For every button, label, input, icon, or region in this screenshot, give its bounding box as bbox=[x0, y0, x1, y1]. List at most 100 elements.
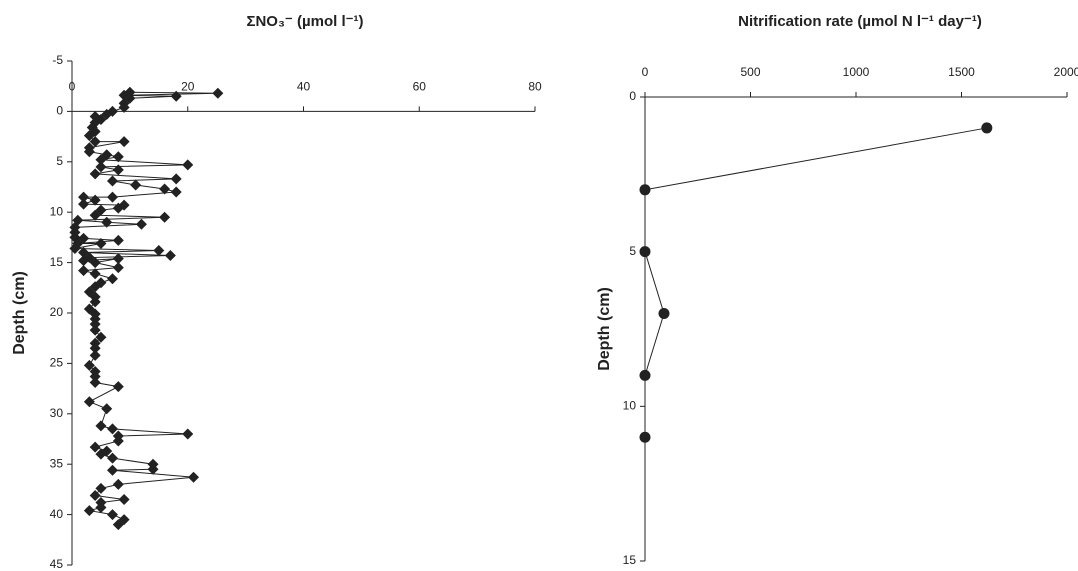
data-line bbox=[644, 127, 987, 438]
data-point bbox=[170, 186, 182, 198]
x-tick-label: 2000 bbox=[1054, 65, 1078, 79]
x-tick-label: 0 bbox=[642, 65, 649, 79]
y-tick-label: 10 bbox=[623, 399, 637, 413]
x-tick-label: 1000 bbox=[843, 65, 870, 79]
data-point bbox=[212, 87, 224, 99]
data-point bbox=[89, 441, 101, 453]
data-point bbox=[130, 179, 142, 191]
data-point bbox=[107, 273, 119, 285]
data-point bbox=[112, 519, 124, 531]
data-point bbox=[83, 146, 95, 158]
data-point bbox=[95, 448, 107, 460]
data-point bbox=[89, 377, 101, 389]
data-point bbox=[159, 183, 171, 195]
data-point bbox=[639, 246, 651, 258]
data-point bbox=[639, 184, 651, 196]
data-point bbox=[639, 431, 651, 443]
x-tick-label: 1500 bbox=[948, 65, 975, 79]
data-point bbox=[107, 191, 119, 203]
data-point bbox=[89, 257, 101, 269]
data-point bbox=[112, 253, 124, 265]
data-point bbox=[101, 216, 113, 228]
y-tick-label: 0 bbox=[629, 89, 636, 103]
data-point bbox=[95, 502, 107, 514]
data-point bbox=[89, 489, 101, 501]
data-point bbox=[89, 296, 101, 308]
y-tick-label: 10 bbox=[50, 204, 64, 218]
data-point bbox=[112, 202, 124, 214]
data-point bbox=[95, 154, 107, 166]
data-point bbox=[153, 245, 165, 257]
y-tick-label: -5 bbox=[52, 53, 63, 67]
data-point bbox=[95, 237, 107, 249]
data-point bbox=[89, 194, 101, 206]
y-tick-label: 35 bbox=[50, 456, 64, 470]
data-point bbox=[112, 435, 124, 447]
data-point bbox=[107, 423, 119, 435]
x-tick-label: 80 bbox=[528, 80, 542, 94]
chart-title: ΣNO₃⁻ (µmol l⁻¹) bbox=[246, 13, 363, 30]
data-point bbox=[78, 191, 90, 203]
x-tick-label: 0 bbox=[69, 80, 76, 94]
data-point bbox=[658, 308, 670, 320]
data-point bbox=[112, 381, 124, 393]
y-tick-label: 30 bbox=[50, 406, 64, 420]
data-point bbox=[118, 493, 130, 505]
data-point bbox=[118, 101, 130, 113]
data-point bbox=[89, 349, 101, 361]
x-tick-label: 60 bbox=[413, 80, 427, 94]
data-point bbox=[112, 478, 124, 490]
data-point bbox=[78, 265, 90, 277]
data-point bbox=[78, 198, 90, 210]
data-point bbox=[135, 218, 147, 230]
data-point bbox=[107, 464, 119, 476]
chart-title: Nitrification rate (µmol N l⁻¹ day⁻¹) bbox=[738, 13, 982, 30]
x-tick-label: 500 bbox=[740, 65, 760, 79]
data-point bbox=[170, 173, 182, 185]
data-point bbox=[118, 136, 130, 148]
data-point bbox=[107, 452, 119, 464]
y-tick-label: 0 bbox=[56, 104, 63, 118]
x-tick-label: 40 bbox=[297, 80, 311, 94]
data-point bbox=[182, 159, 194, 171]
data-point bbox=[188, 471, 200, 483]
data-point bbox=[83, 359, 95, 371]
data-line bbox=[74, 91, 218, 526]
data-point bbox=[89, 371, 101, 383]
data-point bbox=[112, 151, 124, 163]
data-point bbox=[112, 262, 124, 274]
data-point bbox=[78, 255, 90, 267]
y-tick-label: 15 bbox=[623, 553, 637, 567]
data-point bbox=[112, 164, 124, 176]
y-tick-label: 5 bbox=[56, 154, 63, 168]
data-point bbox=[164, 250, 176, 262]
data-point bbox=[981, 122, 993, 134]
data-point bbox=[95, 482, 107, 494]
data-point bbox=[89, 136, 101, 148]
data-point bbox=[89, 268, 101, 280]
y-axis-label: Depth (cm) bbox=[11, 271, 28, 355]
data-point bbox=[112, 234, 124, 246]
data-point bbox=[107, 175, 119, 187]
data-point bbox=[89, 209, 101, 221]
y-tick-label: 20 bbox=[50, 305, 64, 319]
data-point bbox=[101, 403, 113, 415]
data-point bbox=[159, 211, 171, 223]
data-point bbox=[639, 369, 651, 381]
y-tick-label: 45 bbox=[50, 557, 64, 571]
y-tick-label: 5 bbox=[629, 244, 636, 258]
data-point bbox=[95, 161, 107, 173]
data-point bbox=[107, 509, 119, 521]
data-point bbox=[69, 242, 81, 254]
data-point bbox=[182, 428, 194, 440]
data-point bbox=[89, 168, 101, 180]
data-point bbox=[170, 90, 182, 102]
x-tick-label: 20 bbox=[181, 80, 195, 94]
y-tick-label: 25 bbox=[50, 356, 64, 370]
data-point bbox=[89, 324, 101, 336]
y-axis-label: Depth (cm) bbox=[596, 287, 613, 371]
data-point bbox=[89, 318, 101, 330]
data-point bbox=[83, 505, 95, 517]
data-point bbox=[83, 396, 95, 408]
